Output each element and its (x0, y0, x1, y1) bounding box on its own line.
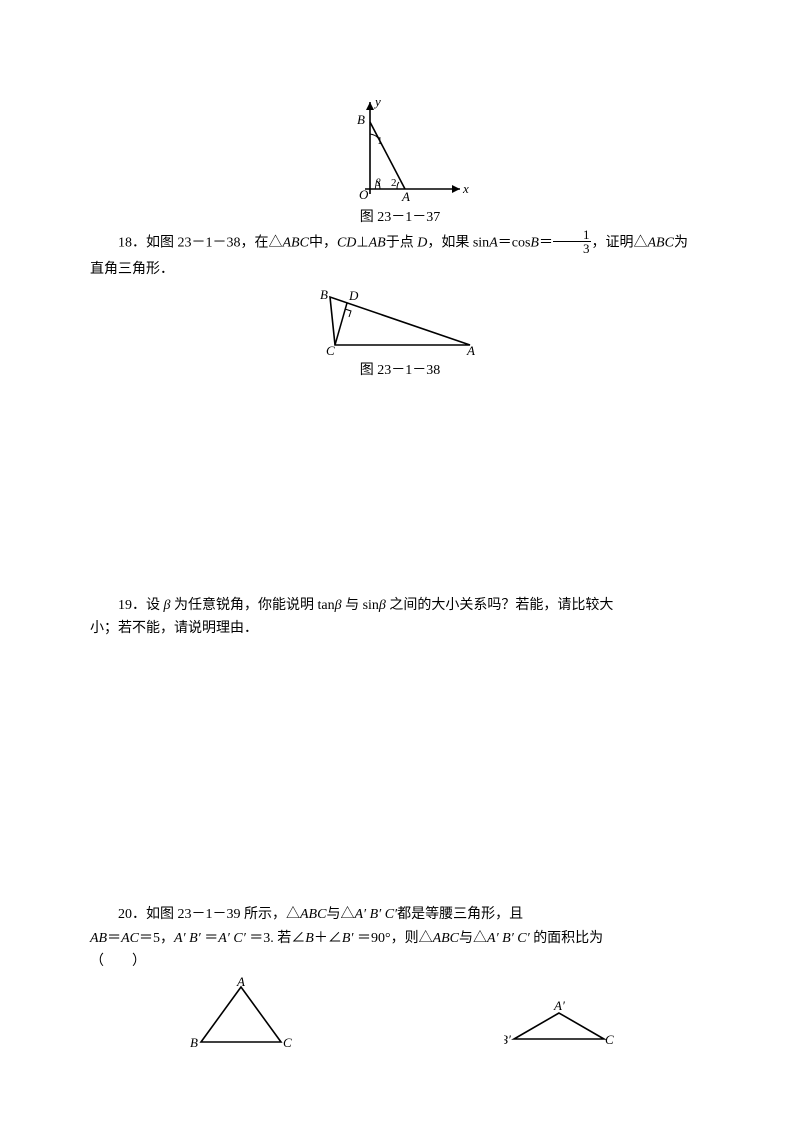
p20-c1: C′ (385, 907, 397, 922)
p18-t3: 于点 (386, 236, 418, 251)
p20-tail2: 的面积比为 (533, 931, 603, 946)
p20-eq5: ＝90°，则△ (357, 931, 433, 946)
p20-abc: ABC (300, 907, 326, 922)
problem-18: 18．如图 23－1－38，在△ABC中，CD⊥AB于点 D，如果 sinA＝c… (90, 230, 710, 257)
p18-perp: ⊥ (356, 236, 368, 251)
axis-y-label: y (373, 94, 381, 109)
f39-c1: C′ (605, 1032, 614, 1047)
p18-abc: ABC (283, 236, 309, 251)
p20-eq1: ＝ (107, 931, 121, 946)
p20-bang: B (305, 931, 314, 946)
figure-23-1-37: y x O A B 1 β 2 图 23－1－37 (90, 94, 710, 226)
p20-bb1: B′ (189, 931, 201, 946)
frac-num: 1 (553, 228, 592, 242)
answer-paren: （ ） (90, 954, 146, 969)
p20-c2: C′ (517, 931, 529, 946)
f39-b: B (190, 1035, 198, 1050)
figure-23-1-38: A B C D 图 23－1－38 (90, 285, 710, 379)
p20-a1: A′ (354, 907, 366, 922)
p18-t2: 中， (309, 236, 337, 251)
p20-plus: ＋∠ (314, 931, 342, 946)
p20-tail1: 都是等腰三角形，且 (397, 907, 523, 922)
p20-a2: A′ (487, 931, 499, 946)
p20-ac1: A′ (218, 931, 230, 946)
p20-ac: AC (121, 931, 139, 946)
figure-37-caption: 图 23－1－37 (90, 206, 710, 226)
p19-t1: 19．设 (118, 598, 164, 613)
p20-abc2: ABC (433, 931, 459, 946)
p20-eq3: ＝ (204, 931, 218, 946)
f38-d: D (348, 288, 359, 303)
problem-20-paren: （ ） (90, 951, 710, 973)
p20-b1: B′ (370, 907, 382, 922)
problem-19-line2: 小；若不能，请说明理由． (90, 618, 710, 640)
f39-c: C (283, 1035, 292, 1050)
p18-eq2: ＝ (539, 236, 553, 251)
f38-c: C (326, 343, 335, 357)
p20-lead: 20．如图 23－1－39 所示，△ (118, 907, 300, 922)
p18-a: A (489, 236, 498, 251)
p19-beta3: β (379, 598, 386, 613)
p20-eq4: ＝3. 若∠ (249, 931, 305, 946)
axis-x-label: x (462, 181, 469, 196)
angle-2-label: 2 (391, 177, 397, 189)
point-b-label: B (357, 112, 365, 127)
angle-beta-label: β (374, 177, 381, 189)
p19-t4: 之间的大小关系吗？若能，请比较大 (386, 598, 614, 613)
problem-20-line2: AB＝AC＝5，A′ B′ ＝A′ C′ ＝3. 若∠B＋∠B′ ＝90°，则△… (90, 928, 710, 950)
p20-b2: B′ (502, 931, 514, 946)
p20-cc1: C′ (233, 931, 245, 946)
angle-1-label: 1 (377, 135, 383, 147)
p20-eq2: ＝5， (139, 931, 174, 946)
p18-t6: 为 (674, 236, 688, 251)
p18-b: B (530, 236, 539, 251)
frac-den: 3 (553, 242, 592, 255)
f38-b: B (320, 287, 328, 302)
p18-t5: ，证明△ (591, 236, 647, 251)
p18-abc2: ABC (647, 236, 673, 251)
p20-ab1: A′ (174, 931, 186, 946)
f39-a: A (236, 977, 245, 989)
p20-and2: 与△ (459, 931, 487, 946)
f39-b1: B′ (504, 1032, 511, 1047)
point-a-label: A (401, 189, 410, 204)
p19-t3: 与 sin (342, 598, 379, 613)
problem-18-line2: 直角三角形． (90, 259, 710, 281)
p20-and: 与△ (326, 907, 354, 922)
p18-ab: AB (369, 236, 386, 251)
p18-d: D (417, 236, 427, 251)
p18-eq: ＝cos (498, 236, 531, 251)
problem-19: 19．设 β 为任意锐角，你能说明 tanβ 与 sinβ 之间的大小关系吗？若… (90, 595, 710, 617)
p19-t2: 为任意锐角，你能说明 tan (170, 598, 334, 613)
p19-beta2: β (335, 598, 342, 613)
f38-a: A (466, 343, 475, 357)
p20-bp: B′ (342, 931, 354, 946)
origin-label: O (359, 187, 369, 202)
figure-38-caption: 图 23－1－38 (90, 359, 710, 379)
f39-a1: A′ (553, 998, 565, 1013)
figure-23-1-39: A B C A′ B′ C′ (90, 977, 710, 1052)
p18-t4: ，如果 sin (427, 236, 489, 251)
p20-ab: AB (90, 931, 107, 946)
fraction-one-third: 13 (553, 228, 592, 255)
p18-cd: CD (337, 236, 356, 251)
problem-20: 20．如图 23－1－39 所示，△ABC与△A′ B′ C′都是等腰三角形，且 (90, 904, 710, 926)
p18-text: 18．如图 23－1－38，在△ (118, 236, 283, 251)
